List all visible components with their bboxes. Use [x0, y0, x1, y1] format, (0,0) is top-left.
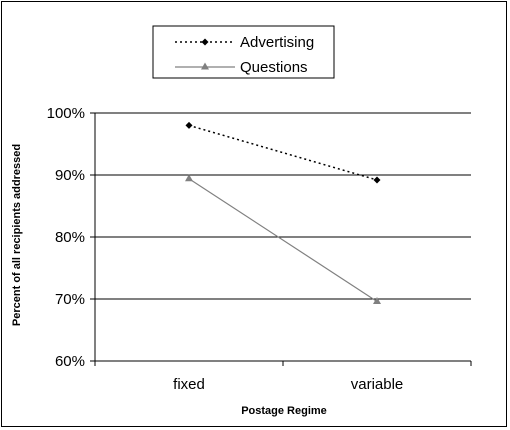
data-point-questions — [185, 174, 193, 182]
series-layer — [185, 121, 381, 304]
x-axis-title: Postage Regime — [241, 405, 327, 417]
y-tick-labels: 60% 70% 80% 90% 100% — [47, 105, 85, 370]
data-point-questions — [373, 296, 381, 304]
x-tick-label: variable — [351, 376, 404, 393]
legend-questions-label: Questions — [240, 59, 308, 76]
series-line-questions — [188, 178, 378, 302]
x-tick-labels: fixed variable — [173, 376, 403, 393]
y-axis-title: Percent of all recipients addressed — [11, 144, 23, 326]
legend-advertising-marker — [201, 38, 209, 46]
axes — [90, 112, 472, 366]
data-point-advertising — [185, 121, 193, 129]
y-tick-label: 80% — [55, 229, 85, 246]
legend-box — [152, 25, 335, 79]
x-tick-label: fixed — [173, 376, 205, 393]
y-tick-label: 100% — [47, 105, 85, 122]
y-tick-label: 70% — [55, 291, 85, 308]
legend: Advertising Questions — [152, 25, 335, 79]
legend-advertising-label: Advertising — [240, 34, 314, 51]
gridlines — [95, 112, 471, 300]
data-point-advertising — [373, 176, 381, 184]
legend-questions-marker — [201, 62, 209, 70]
y-tick-label: 60% — [55, 353, 85, 370]
y-tick-label: 90% — [55, 167, 85, 184]
series-line-advertising — [188, 124, 378, 181]
